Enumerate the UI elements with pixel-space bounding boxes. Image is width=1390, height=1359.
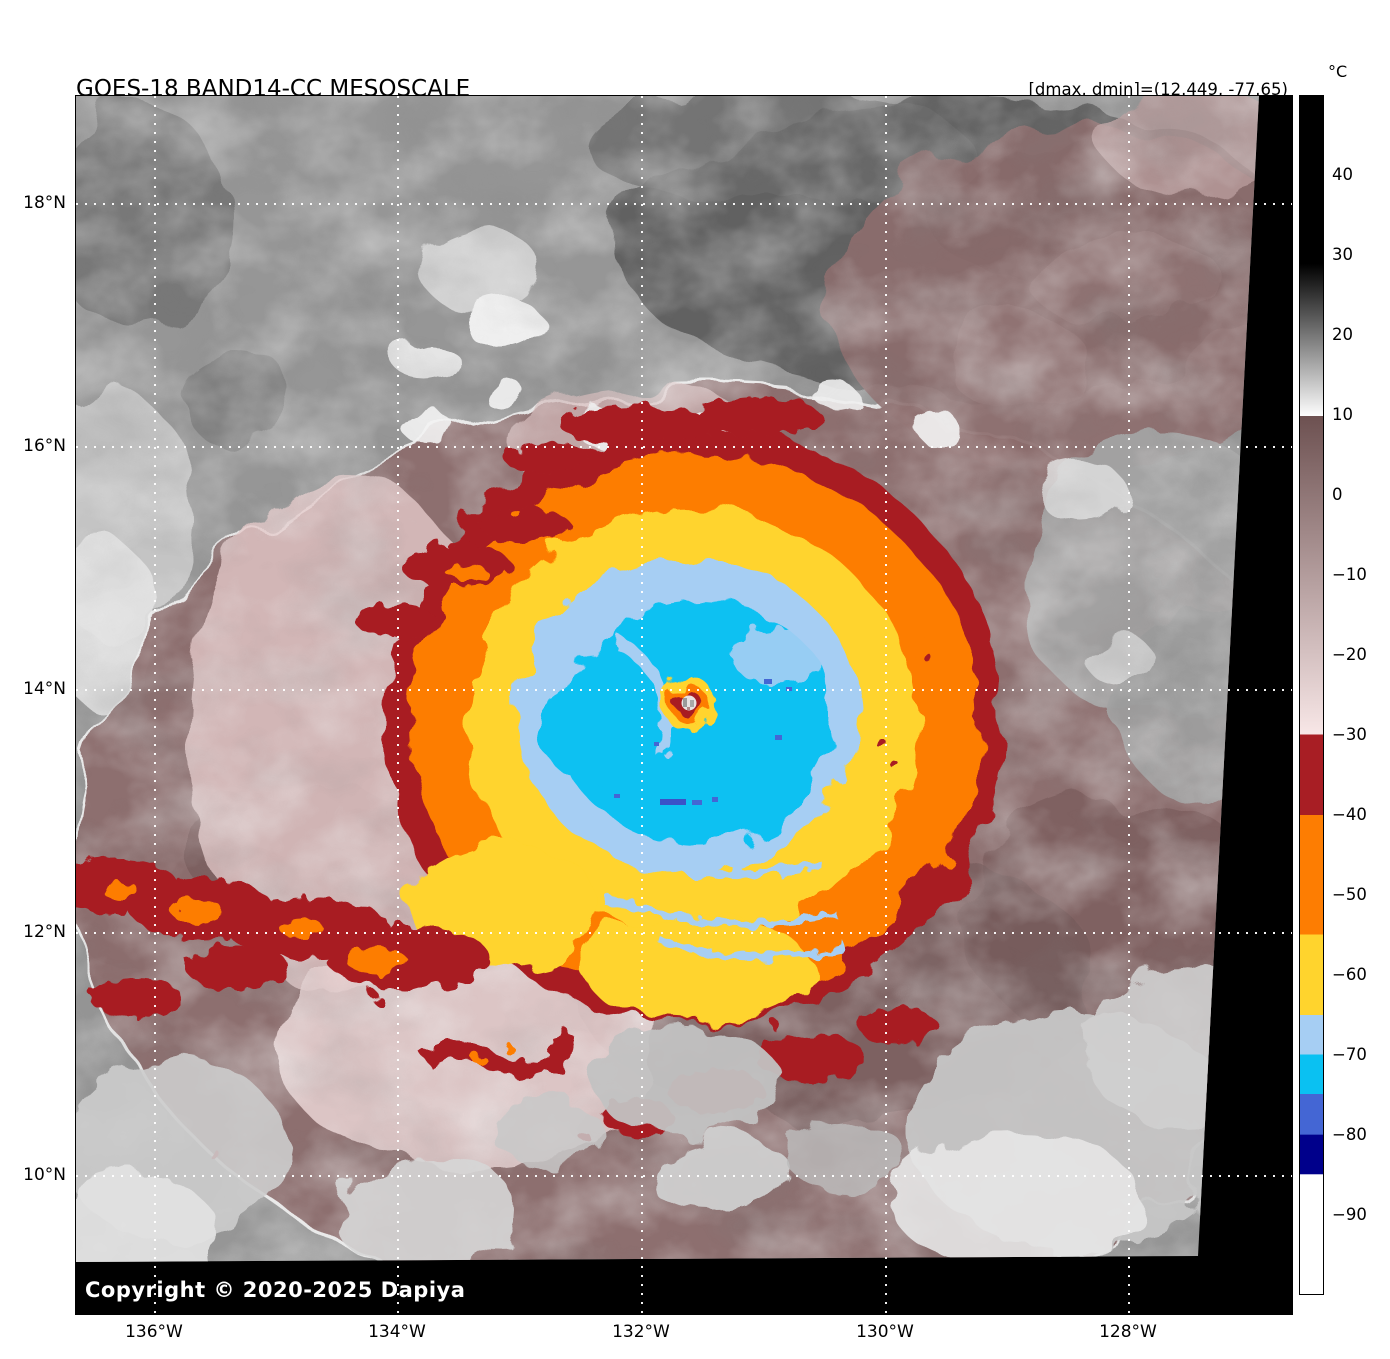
satellite-imagery (76, 96, 1292, 1314)
colorbar-tick-label: −70 (1332, 1045, 1367, 1064)
colorbar-tick-label: −80 (1332, 1125, 1367, 1144)
colorbar-tick-label: −60 (1332, 965, 1367, 984)
colorbar-tick-label: 30 (1332, 245, 1353, 264)
longitude-tick-label: 132°W (612, 1322, 670, 1342)
colorbar-tick-label: −90 (1332, 1205, 1367, 1224)
colorbar-tick-label: 10 (1332, 405, 1353, 424)
colorbar-tick-label: −40 (1332, 805, 1367, 824)
hurricane-core (384, 426, 1004, 1022)
temperature-colorbar (1299, 95, 1324, 1295)
colorbar-tick-label: −30 (1332, 725, 1367, 744)
convective-fragments (76, 398, 938, 1161)
satellite-map[interactable]: Copyright © 2020-2025 Dapiya (75, 95, 1293, 1315)
longitude-tick-label: 134°W (368, 1322, 426, 1342)
dmax-dmin-readout: [dmax, dmin]=(12.449, -77.65) (1028, 80, 1289, 99)
latitude-tick-label: 10°N (23, 1165, 66, 1185)
colorbar-tick-label: −20 (1332, 645, 1367, 664)
colorbar-tick-label: −10 (1332, 565, 1367, 584)
latitude-tick-label: 12°N (23, 922, 66, 942)
south-cloud-clusters (76, 966, 1259, 1262)
longitude-tick-label: 136°W (125, 1322, 183, 1342)
colorbar-tick-label: 20 (1332, 325, 1353, 344)
colorbar-unit-label: °C (1328, 62, 1348, 81)
longitude-tick-label: 130°W (856, 1322, 914, 1342)
latitude-tick-label: 16°N (23, 436, 66, 456)
colorbar-tick-label: 40 (1332, 165, 1353, 184)
longitude-tick-label: 128°W (1099, 1322, 1157, 1342)
colorbar-tick-label: 0 (1332, 485, 1343, 504)
latitude-tick-label: 18°N (23, 193, 66, 213)
latitude-tick-label: 14°N (23, 679, 66, 699)
hurricane-eye (662, 677, 716, 731)
copyright-label: Copyright © 2020-2025 Dapiya (85, 1278, 466, 1302)
inner-cloud-swirls (599, 628, 847, 960)
colorbar-tick-label: −50 (1332, 885, 1367, 904)
